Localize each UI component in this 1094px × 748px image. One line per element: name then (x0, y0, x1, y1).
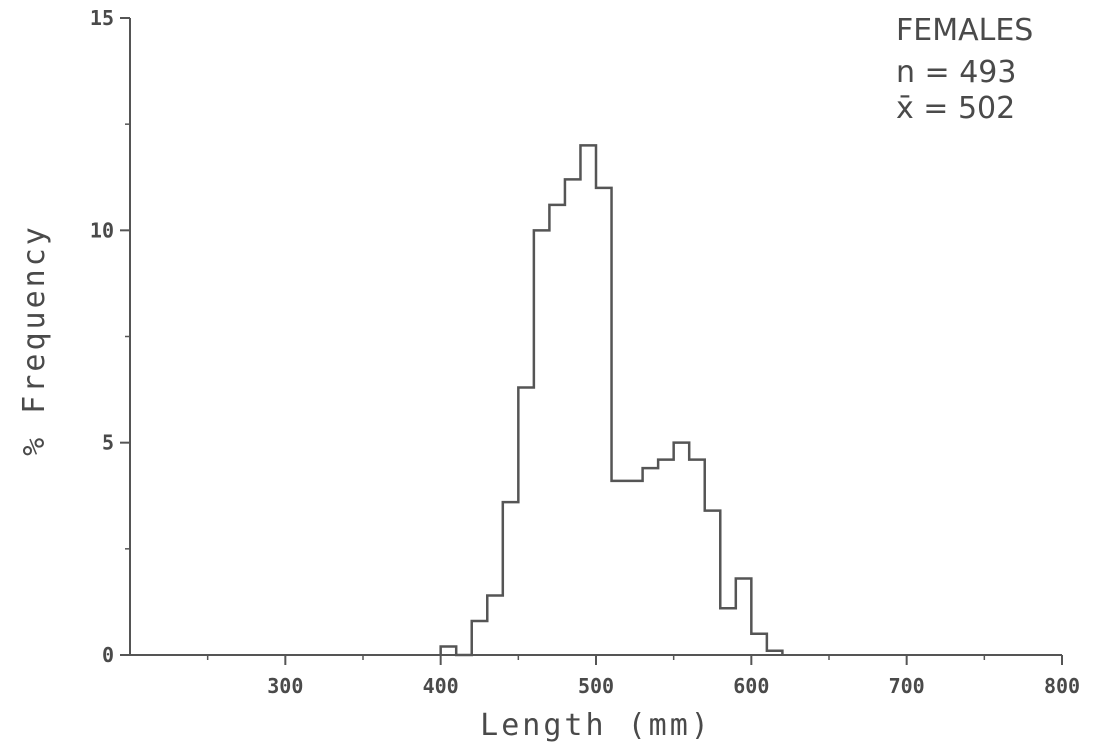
histogram-bin (643, 468, 659, 655)
x-tick-label: 800 (1044, 674, 1080, 698)
y-ticks: 0 5 10 15 (90, 6, 130, 667)
histogram-bin (441, 647, 457, 655)
histogram-bin (518, 387, 534, 655)
histogram-bin (565, 179, 581, 655)
histogram-bin (596, 188, 612, 655)
y-axis-label: % Frequency (17, 224, 52, 456)
histogram-bin (689, 460, 705, 655)
histogram-bin (751, 634, 767, 655)
x-axis-label: Length (mm) (480, 708, 712, 743)
x-tick-label: 400 (423, 674, 459, 698)
x-tick-label: 600 (733, 674, 769, 698)
y-tick-label: 0 (102, 643, 114, 667)
histogram-outline (439, 144, 784, 657)
histogram-bin (627, 481, 643, 655)
x-tick-label: 700 (889, 674, 925, 698)
axes: 0 5 10 15 300 400 500 600 700 800 (90, 6, 1080, 698)
histogram-bin (534, 230, 550, 655)
histogram-bin (487, 596, 503, 655)
legend-annotation: FEMALES n = 493 x̄ = 502 (896, 13, 1033, 126)
group-label: FEMALES (896, 13, 1033, 48)
y-tick-label: 5 (102, 431, 114, 455)
histogram-bin (674, 443, 690, 655)
y-tick-label: 15 (90, 6, 114, 30)
histogram-bin (705, 511, 721, 655)
histogram-bin (720, 608, 736, 655)
mean-label: x̄ = 502 (896, 91, 1015, 126)
histogram-bin (658, 460, 674, 655)
histogram-bin (612, 481, 628, 655)
x-ticks: 300 400 500 600 700 800 (206, 655, 1080, 698)
x-tick-label: 500 (578, 674, 614, 698)
histogram-bin (503, 502, 519, 655)
sample-size-label: n = 493 (896, 55, 1016, 90)
histogram-bin (472, 621, 488, 655)
y-tick-label: 10 (90, 218, 114, 242)
histogram-bin (549, 205, 565, 655)
histogram-bin (736, 579, 752, 655)
histogram-bin (580, 145, 596, 655)
x-tick-label: 300 (267, 674, 303, 698)
